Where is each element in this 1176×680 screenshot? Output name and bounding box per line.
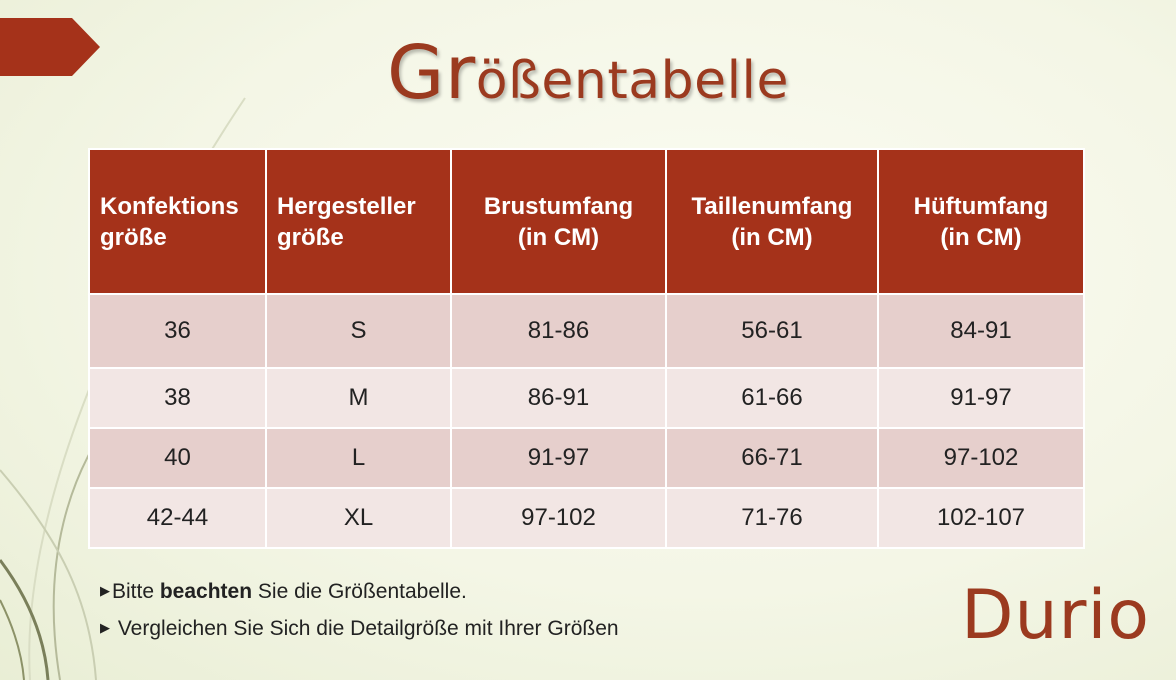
header-hergestellergroesse: Hergesteller größe bbox=[265, 148, 452, 295]
table-cell: XL bbox=[265, 487, 452, 549]
triangle-bullet-icon: ▶ bbox=[100, 620, 110, 635]
table-cell: 91-97 bbox=[877, 367, 1085, 429]
table-cell: 56-61 bbox=[665, 293, 879, 369]
table-cell: 97-102 bbox=[877, 427, 1085, 489]
header-taillenumfang: Taillenumfang (in CM) bbox=[665, 148, 879, 295]
table-cell: 91-97 bbox=[450, 427, 667, 489]
table-cell: 38 bbox=[88, 367, 267, 429]
table-cell: S bbox=[265, 293, 452, 369]
table-cell: 66-71 bbox=[665, 427, 879, 489]
table-cell: 40 bbox=[88, 427, 267, 489]
header-brustumfang: Brustumfang (in CM) bbox=[450, 148, 667, 295]
table-cell: 86-91 bbox=[450, 367, 667, 429]
note-line-2: ▶ Vergleichen Sie Sich die Detailgröße m… bbox=[100, 617, 619, 640]
header-hueftumfang: Hüftumfang (in CM) bbox=[877, 148, 1085, 295]
triangle-bullet-icon: ▶ bbox=[100, 583, 110, 598]
size-table: Konfektions größe Hergesteller größe Brust… bbox=[88, 148, 1085, 549]
table-cell: 81-86 bbox=[450, 293, 667, 369]
table-cell: 61-66 bbox=[665, 367, 879, 429]
table-cell: M bbox=[265, 367, 452, 429]
table-row: 40 L 91-97 66-71 97-102 bbox=[88, 427, 1085, 489]
table-cell: 36 bbox=[88, 293, 267, 369]
table-cell: 42-44 bbox=[88, 487, 267, 549]
page-title: Größentabelle bbox=[387, 30, 789, 116]
note-emphasis: beachten bbox=[159, 580, 253, 603]
table-row: 42-44 XL 97-102 71-76 102-107 bbox=[88, 487, 1085, 549]
header-konfektionsgroesse: Konfektions größe bbox=[88, 148, 267, 295]
table-row: 38 M 86-91 61-66 91-97 bbox=[88, 367, 1085, 429]
note-line-1: ▶Bitte beachten Sie die Größentabelle. bbox=[100, 580, 467, 603]
table-cell: L bbox=[265, 427, 452, 489]
table-cell: 71-76 bbox=[665, 487, 879, 549]
table-cell: 84-91 bbox=[877, 293, 1085, 369]
notes: ▶Bitte beachten Sie die Größentabelle. ▶… bbox=[100, 578, 619, 652]
table-cell: 97-102 bbox=[450, 487, 667, 549]
brand-logo: Durio bbox=[961, 576, 1150, 655]
table-header-row: Konfektions größe Hergesteller größe Brust… bbox=[88, 148, 1085, 295]
table-cell: 102-107 bbox=[877, 487, 1085, 549]
table-row: 36 S 81-86 56-61 84-91 bbox=[88, 293, 1085, 369]
title-arrow-shape bbox=[0, 18, 100, 76]
